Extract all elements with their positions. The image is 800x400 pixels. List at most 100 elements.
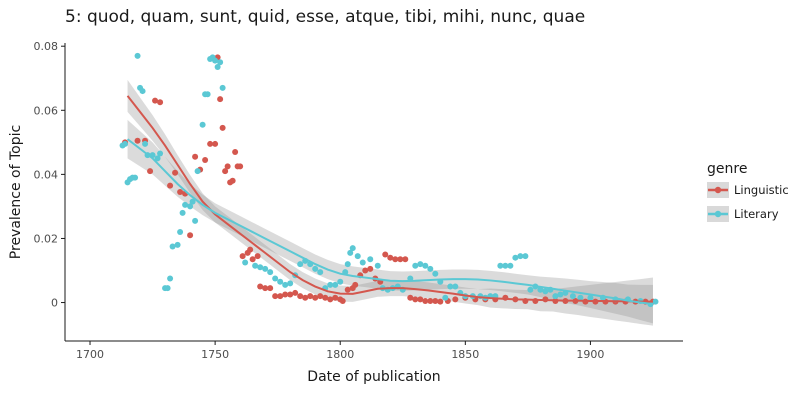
data-point-literary <box>132 174 139 181</box>
data-point-linguistic <box>437 298 444 305</box>
data-point-literary <box>154 155 161 162</box>
data-point-literary <box>517 253 524 260</box>
data-point-literary <box>177 229 184 236</box>
data-point-literary <box>502 262 509 269</box>
data-point-linguistic <box>147 168 154 175</box>
data-point-literary <box>412 262 419 269</box>
legend-key-point <box>714 210 722 218</box>
data-point-literary <box>652 298 659 305</box>
legend: genre Linguistic Literary <box>707 161 789 222</box>
data-point-literary <box>169 243 176 250</box>
data-point-linguistic <box>344 286 351 293</box>
data-point-literary <box>277 278 284 285</box>
data-point-literary <box>497 262 504 269</box>
x-tick-label: 1700 <box>76 348 104 361</box>
data-point-literary <box>349 245 356 252</box>
data-point-linguistic <box>352 281 359 288</box>
data-point-literary <box>217 59 224 66</box>
data-point-literary <box>327 281 334 288</box>
data-point-linguistic <box>297 293 304 300</box>
data-point-linguistic <box>134 137 141 144</box>
data-point-literary <box>507 262 514 269</box>
data-point-literary <box>179 209 186 216</box>
data-point-literary <box>199 121 206 128</box>
data-point-literary <box>422 262 429 269</box>
data-point-linguistic <box>317 293 324 300</box>
data-point-linguistic <box>292 289 299 296</box>
data-point-literary <box>312 265 319 272</box>
data-point-literary <box>417 261 424 268</box>
trend-line-linguistic <box>126 95 653 303</box>
data-point-linguistic <box>232 148 239 155</box>
data-point-linguistic <box>312 294 319 301</box>
data-point-literary <box>367 256 374 263</box>
data-point-linguistic <box>339 297 346 304</box>
x-tick-label: 1850 <box>451 348 479 361</box>
x-axis-title: Date of publication <box>307 369 440 385</box>
data-point-linguistic <box>307 293 314 300</box>
data-point-literary <box>174 241 181 248</box>
data-point-literary <box>167 275 174 282</box>
data-point-linguistic <box>254 253 261 260</box>
data-point-literary <box>432 270 439 277</box>
data-point-literary <box>522 253 529 260</box>
data-point-linguistic <box>239 253 246 260</box>
data-point-literary <box>297 261 304 268</box>
data-point-literary <box>577 294 584 301</box>
data-point-linguistic <box>432 297 439 304</box>
legend-label-linguistic: Linguistic <box>734 183 789 197</box>
data-point-linguistic <box>407 294 414 301</box>
trend-line-literary <box>126 138 654 306</box>
data-point-linguistic <box>387 254 394 261</box>
data-point-literary <box>537 286 544 293</box>
data-point-literary <box>427 265 434 272</box>
data-point-linguistic <box>282 291 289 298</box>
data-point-linguistic <box>427 297 434 304</box>
data-point-linguistic <box>167 182 174 189</box>
data-point-literary <box>272 275 279 282</box>
data-point-literary <box>557 291 564 298</box>
data-point-linguistic <box>287 291 294 298</box>
data-point-linguistic <box>422 297 429 304</box>
data-point-linguistic <box>417 296 424 303</box>
data-point-literary <box>527 286 534 293</box>
data-point-linguistic <box>152 97 159 104</box>
data-point-literary <box>287 280 294 287</box>
data-point-linguistic <box>267 285 274 292</box>
data-point-literary <box>552 293 559 300</box>
data-point-literary <box>347 249 354 256</box>
data-point-literary <box>332 281 339 288</box>
data-point-linguistic <box>249 256 256 263</box>
data-point-literary <box>214 64 221 71</box>
x-tick-label: 1800 <box>326 348 354 361</box>
data-point-linguistic <box>332 294 339 301</box>
data-point-linguistic <box>412 296 419 303</box>
data-point-linguistic <box>202 156 209 163</box>
data-point-linguistic <box>362 267 369 274</box>
data-point-literary <box>164 285 171 292</box>
data-point-literary <box>187 203 194 210</box>
data-point-literary <box>212 57 219 64</box>
data-point-linguistic <box>212 140 219 147</box>
data-point-literary <box>267 269 274 276</box>
data-point-literary <box>134 52 141 59</box>
axes: 1700 1750 1800 1850 1900 0 0.02 0.04 0.06 0.08 <box>34 40 683 361</box>
data-point-linguistic <box>229 177 236 184</box>
legend-key-point <box>714 186 722 194</box>
data-point-linguistic <box>327 296 334 303</box>
legend-label-literary: Literary <box>734 207 779 221</box>
data-point-literary <box>587 294 594 301</box>
data-point-literary <box>252 262 259 269</box>
data-point-literary <box>142 140 149 147</box>
data-point-linguistic <box>187 232 194 239</box>
data-point-linguistic <box>219 124 226 131</box>
data-point-linguistic <box>217 96 224 103</box>
data-point-literary <box>569 293 576 300</box>
data-point-linguistic <box>452 296 459 303</box>
data-point-literary <box>257 264 264 271</box>
data-point-literary <box>317 269 324 276</box>
data-point-literary <box>182 201 189 208</box>
data-point-linguistic <box>207 140 214 147</box>
